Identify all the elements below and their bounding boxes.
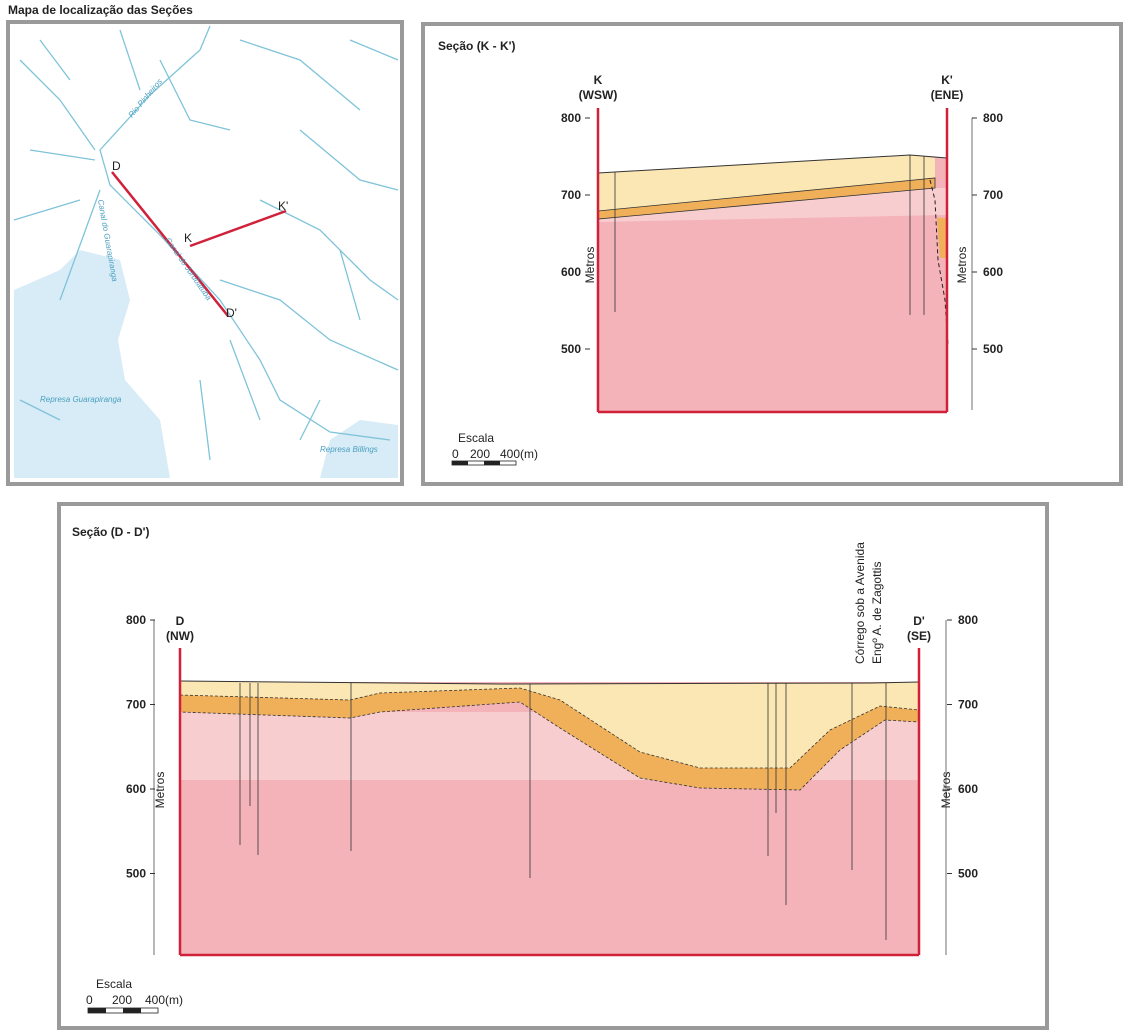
scale-label: Escala	[96, 977, 132, 991]
y-tick-label: 500	[983, 342, 1003, 356]
canal	[100, 26, 390, 440]
map-label: Represa Guarapiranga	[40, 395, 122, 404]
axis-label: Metros	[939, 772, 953, 809]
scale-tick: 0	[86, 993, 93, 1007]
y-tick-label: 800	[561, 111, 581, 125]
section-label: K	[184, 231, 192, 245]
pole-label: K'	[941, 73, 953, 87]
section-line	[190, 211, 286, 246]
section-label: D'	[226, 306, 237, 320]
y-tick-label: 500	[958, 867, 978, 881]
y-tick-label: 700	[561, 188, 581, 202]
y-tick-label: 700	[983, 188, 1003, 202]
pole-dir: (NW)	[166, 629, 194, 643]
scale-tick: 200	[112, 993, 132, 1007]
map-title: Mapa de localização das Seções	[8, 3, 193, 17]
map-label: Canal do Jurubatuba	[163, 236, 213, 302]
pole-label: D	[176, 614, 185, 628]
section-label: D	[112, 159, 121, 173]
axis-label: Metros	[583, 247, 597, 284]
pole-dir: (WSW)	[579, 88, 618, 102]
pole-label: K	[594, 73, 603, 87]
section-title: Seção (D - D')	[72, 525, 150, 539]
pole-label: D'	[913, 614, 925, 628]
axis-label: Metros	[955, 247, 969, 284]
annotation: Engº A. de Zagottis	[870, 562, 884, 664]
y-tick-label: 800	[126, 613, 146, 627]
section-label: K'	[278, 199, 288, 213]
y-tick-label: 500	[561, 342, 581, 356]
map-label: Rio Pinheiros	[127, 77, 164, 119]
map-label: Represa Billings	[320, 445, 378, 454]
scale-tick: 400(m)	[145, 993, 183, 1007]
y-tick-label: 800	[983, 111, 1003, 125]
pole-dir: (ENE)	[931, 88, 964, 102]
annotation: Córrego sob a Avenida	[853, 542, 867, 664]
y-tick-label: 500	[126, 867, 146, 881]
y-tick-label: 800	[958, 613, 978, 627]
y-tick-label: 600	[561, 265, 581, 279]
scale-label: Escala	[458, 431, 494, 445]
section-dd: Seção (D - D') D (NW) D' (SE) Metros Met…	[59, 504, 1047, 1028]
y-tick-label: 600	[126, 782, 146, 796]
scale-tick: 400(m)	[500, 447, 538, 461]
y-tick-label: 600	[983, 265, 1003, 279]
y-tick-label: 700	[126, 698, 146, 712]
location-map: D D' K K' Rio Pinheiros Canal do Guarapi…	[8, 22, 402, 484]
reservoir	[14, 250, 170, 478]
scale-tick: 0	[452, 447, 459, 461]
pole-dir: (SE)	[907, 629, 931, 643]
scale-tick: 200	[470, 447, 490, 461]
axis-label: Metros	[153, 772, 167, 809]
section-title: Seção (K - K')	[438, 39, 516, 53]
page: Mapa de localização das Seções D D' K K'…	[0, 0, 1129, 1030]
y-tick-label: 700	[958, 698, 978, 712]
section-kk: Seção (K - K') K (WSW) K' (ENE) Metros M…	[423, 24, 1121, 484]
y-tick-label: 600	[958, 782, 978, 796]
